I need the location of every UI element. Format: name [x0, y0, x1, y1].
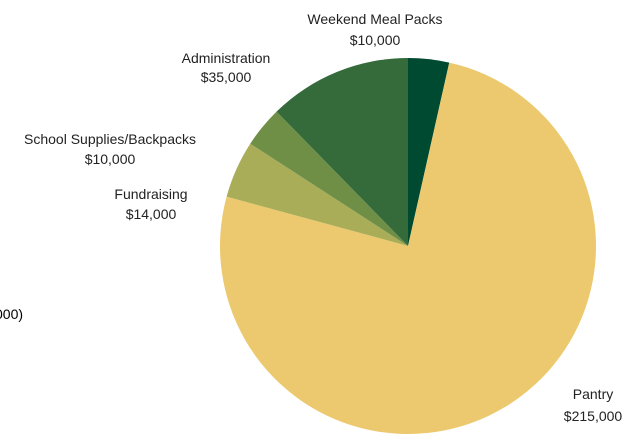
pie-slices: [220, 58, 597, 434]
slice-label-name: Pantry: [573, 386, 613, 402]
slice-labels: Weekend Meal Packs $10,000 Pantry $215,000 F…: [24, 11, 622, 424]
slice-label-name: Weekend Meal Packs: [307, 11, 442, 27]
slice-label-name: School Supplies/Backpacks: [24, 131, 196, 147]
slice-label-name: Fundraising: [114, 186, 187, 202]
pie-slice-school-supplies-backpacks: [250, 111, 408, 246]
slice-label-value: $35,000: [201, 69, 252, 85]
pie-slice-administration: [276, 58, 408, 246]
slice-label-value: $14,000: [126, 206, 177, 222]
slice-label-value: $10,000: [350, 32, 401, 48]
offscreen-slice-label: 000): [0, 306, 23, 322]
slice-label-name: Administration: [182, 50, 271, 66]
pie-slice-pantry: [220, 62, 597, 434]
pie-slice-fundraising: [226, 143, 408, 246]
slice-label-value: $215,000: [564, 408, 623, 424]
slice-label-value: $10,000: [85, 151, 136, 167]
pie-slice-weekend-meal-packs: [408, 58, 450, 246]
